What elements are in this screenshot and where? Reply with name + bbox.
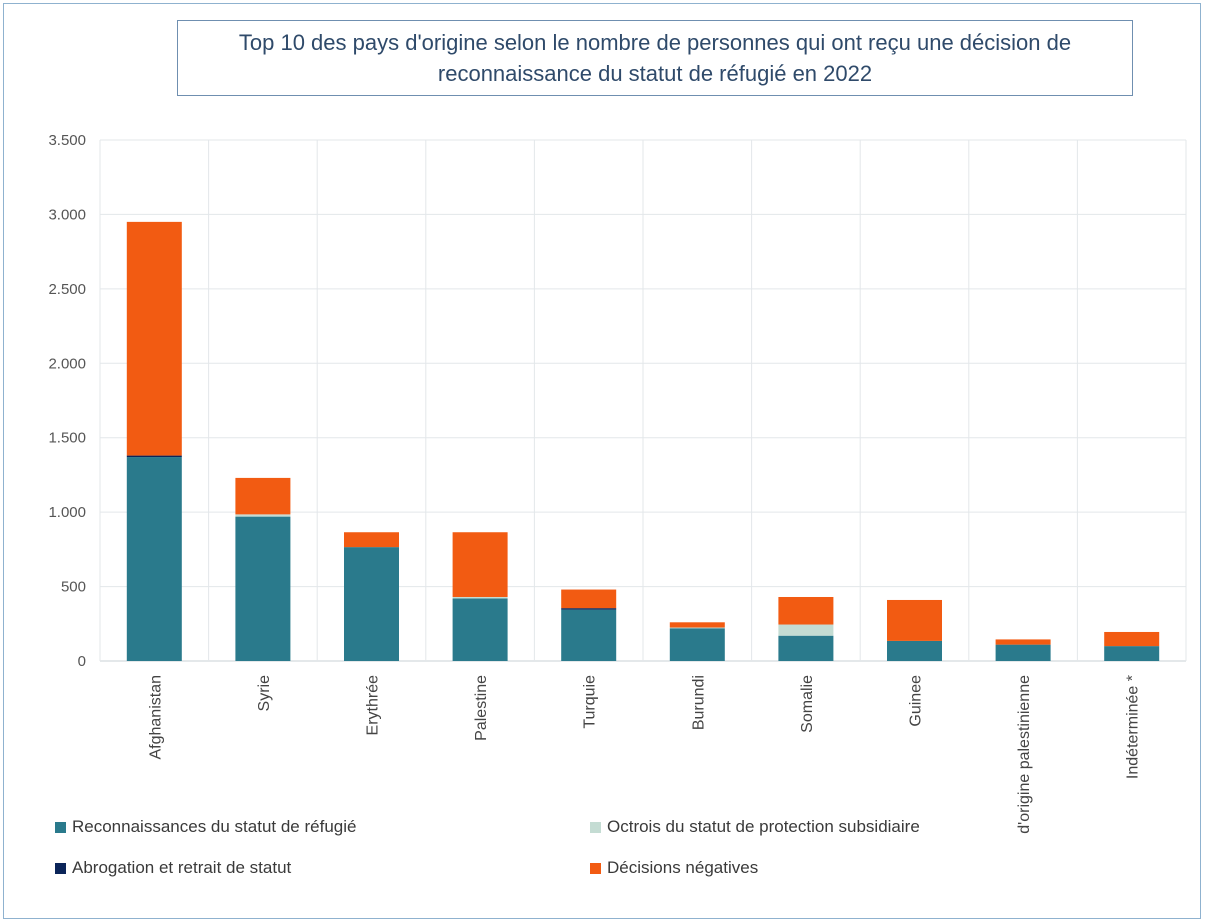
bar-segment	[344, 547, 399, 661]
legend-label: Abrogation et retrait de statut	[72, 858, 292, 877]
chart-title-box: Top 10 des pays d'origine selon le nombr…	[177, 20, 1133, 96]
y-tick-label: 0	[78, 653, 86, 670]
bar-segment	[887, 640, 942, 661]
bar-segment	[778, 624, 834, 636]
legend-swatch	[590, 821, 601, 833]
legend-swatch	[590, 862, 601, 874]
x-tick-label: Burundi	[690, 675, 707, 730]
legend-swatch	[55, 862, 66, 874]
y-tick-label: 500	[61, 579, 86, 596]
bar-segment	[126, 457, 182, 661]
bar-segment	[995, 639, 1051, 645]
bar-segment	[235, 516, 291, 661]
legend-label: Reconnaissances du statut de réfugié	[72, 817, 357, 836]
bar-segment	[887, 599, 942, 641]
bar-segment	[669, 628, 725, 661]
y-tick-label: 1.000	[48, 504, 86, 521]
x-tick-label: Guinee	[908, 675, 925, 727]
bar-segment	[452, 596, 508, 599]
bar-segment	[452, 532, 508, 597]
y-tick-label: 1.500	[48, 430, 86, 447]
bar-segment	[561, 609, 617, 661]
chart-title: Top 10 des pays d'origine selon le nombr…	[238, 30, 1072, 86]
y-tick-label: 3.500	[48, 132, 86, 149]
y-tick-label: 2.500	[48, 281, 86, 298]
x-tick-label: d'origine palestinienne	[1016, 675, 1033, 834]
y-tick-label: 2.000	[48, 355, 86, 372]
legend-swatch	[55, 821, 66, 833]
x-tick-label: Erythrée	[365, 675, 382, 736]
bar-segment	[778, 635, 834, 661]
bar-segment	[126, 455, 182, 458]
bar-segment	[995, 644, 1051, 661]
legend-label: Décisions négatives	[607, 858, 759, 877]
bar-segment	[669, 622, 725, 628]
chart-frame	[3, 3, 1201, 919]
bar-segment	[126, 221, 182, 456]
y-tick-label: 3.000	[48, 206, 86, 223]
bar-segment	[1104, 631, 1160, 647]
x-tick-label: Palestine	[473, 675, 490, 741]
bar-segment	[235, 514, 291, 517]
x-tick-label: Somalie	[799, 675, 816, 733]
legend-item: Reconnaissances du statut de réfugié	[55, 817, 356, 837]
bar-segment	[778, 596, 834, 625]
bar-segment	[235, 477, 291, 515]
bar-segment	[1104, 646, 1160, 661]
x-tick-label: Afghanistan	[147, 675, 164, 760]
x-tick-label: Indéterminée *	[1125, 675, 1142, 779]
legend-item: Octrois du statut de protection subsidia…	[590, 817, 920, 837]
x-tick-label: Syrie	[256, 675, 273, 712]
x-tick-label: Turquie	[582, 675, 599, 729]
legend-item: Décisions négatives	[590, 858, 758, 878]
legend-label: Octrois du statut de protection subsidia…	[607, 817, 920, 836]
bar-segment	[344, 532, 399, 548]
bar-segment	[452, 598, 508, 661]
legend-item: Abrogation et retrait de statut	[55, 858, 291, 878]
bar-segment	[561, 589, 617, 609]
bar-segment	[669, 627, 725, 629]
bar-segment	[561, 608, 617, 610]
